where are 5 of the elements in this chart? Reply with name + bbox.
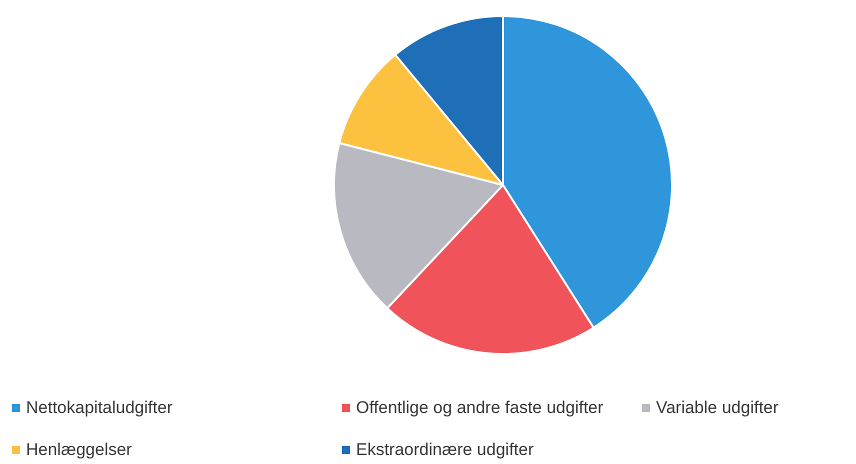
legend-label: Henlæggelser: [26, 440, 132, 460]
legend-label: Offentlige og andre faste udgifter: [356, 398, 604, 418]
legend-label: Ekstraordinære udgifter: [356, 440, 534, 460]
legend-label: Variable udgifter: [656, 398, 779, 418]
legend-label: Nettokapitaludgifter: [26, 398, 172, 418]
